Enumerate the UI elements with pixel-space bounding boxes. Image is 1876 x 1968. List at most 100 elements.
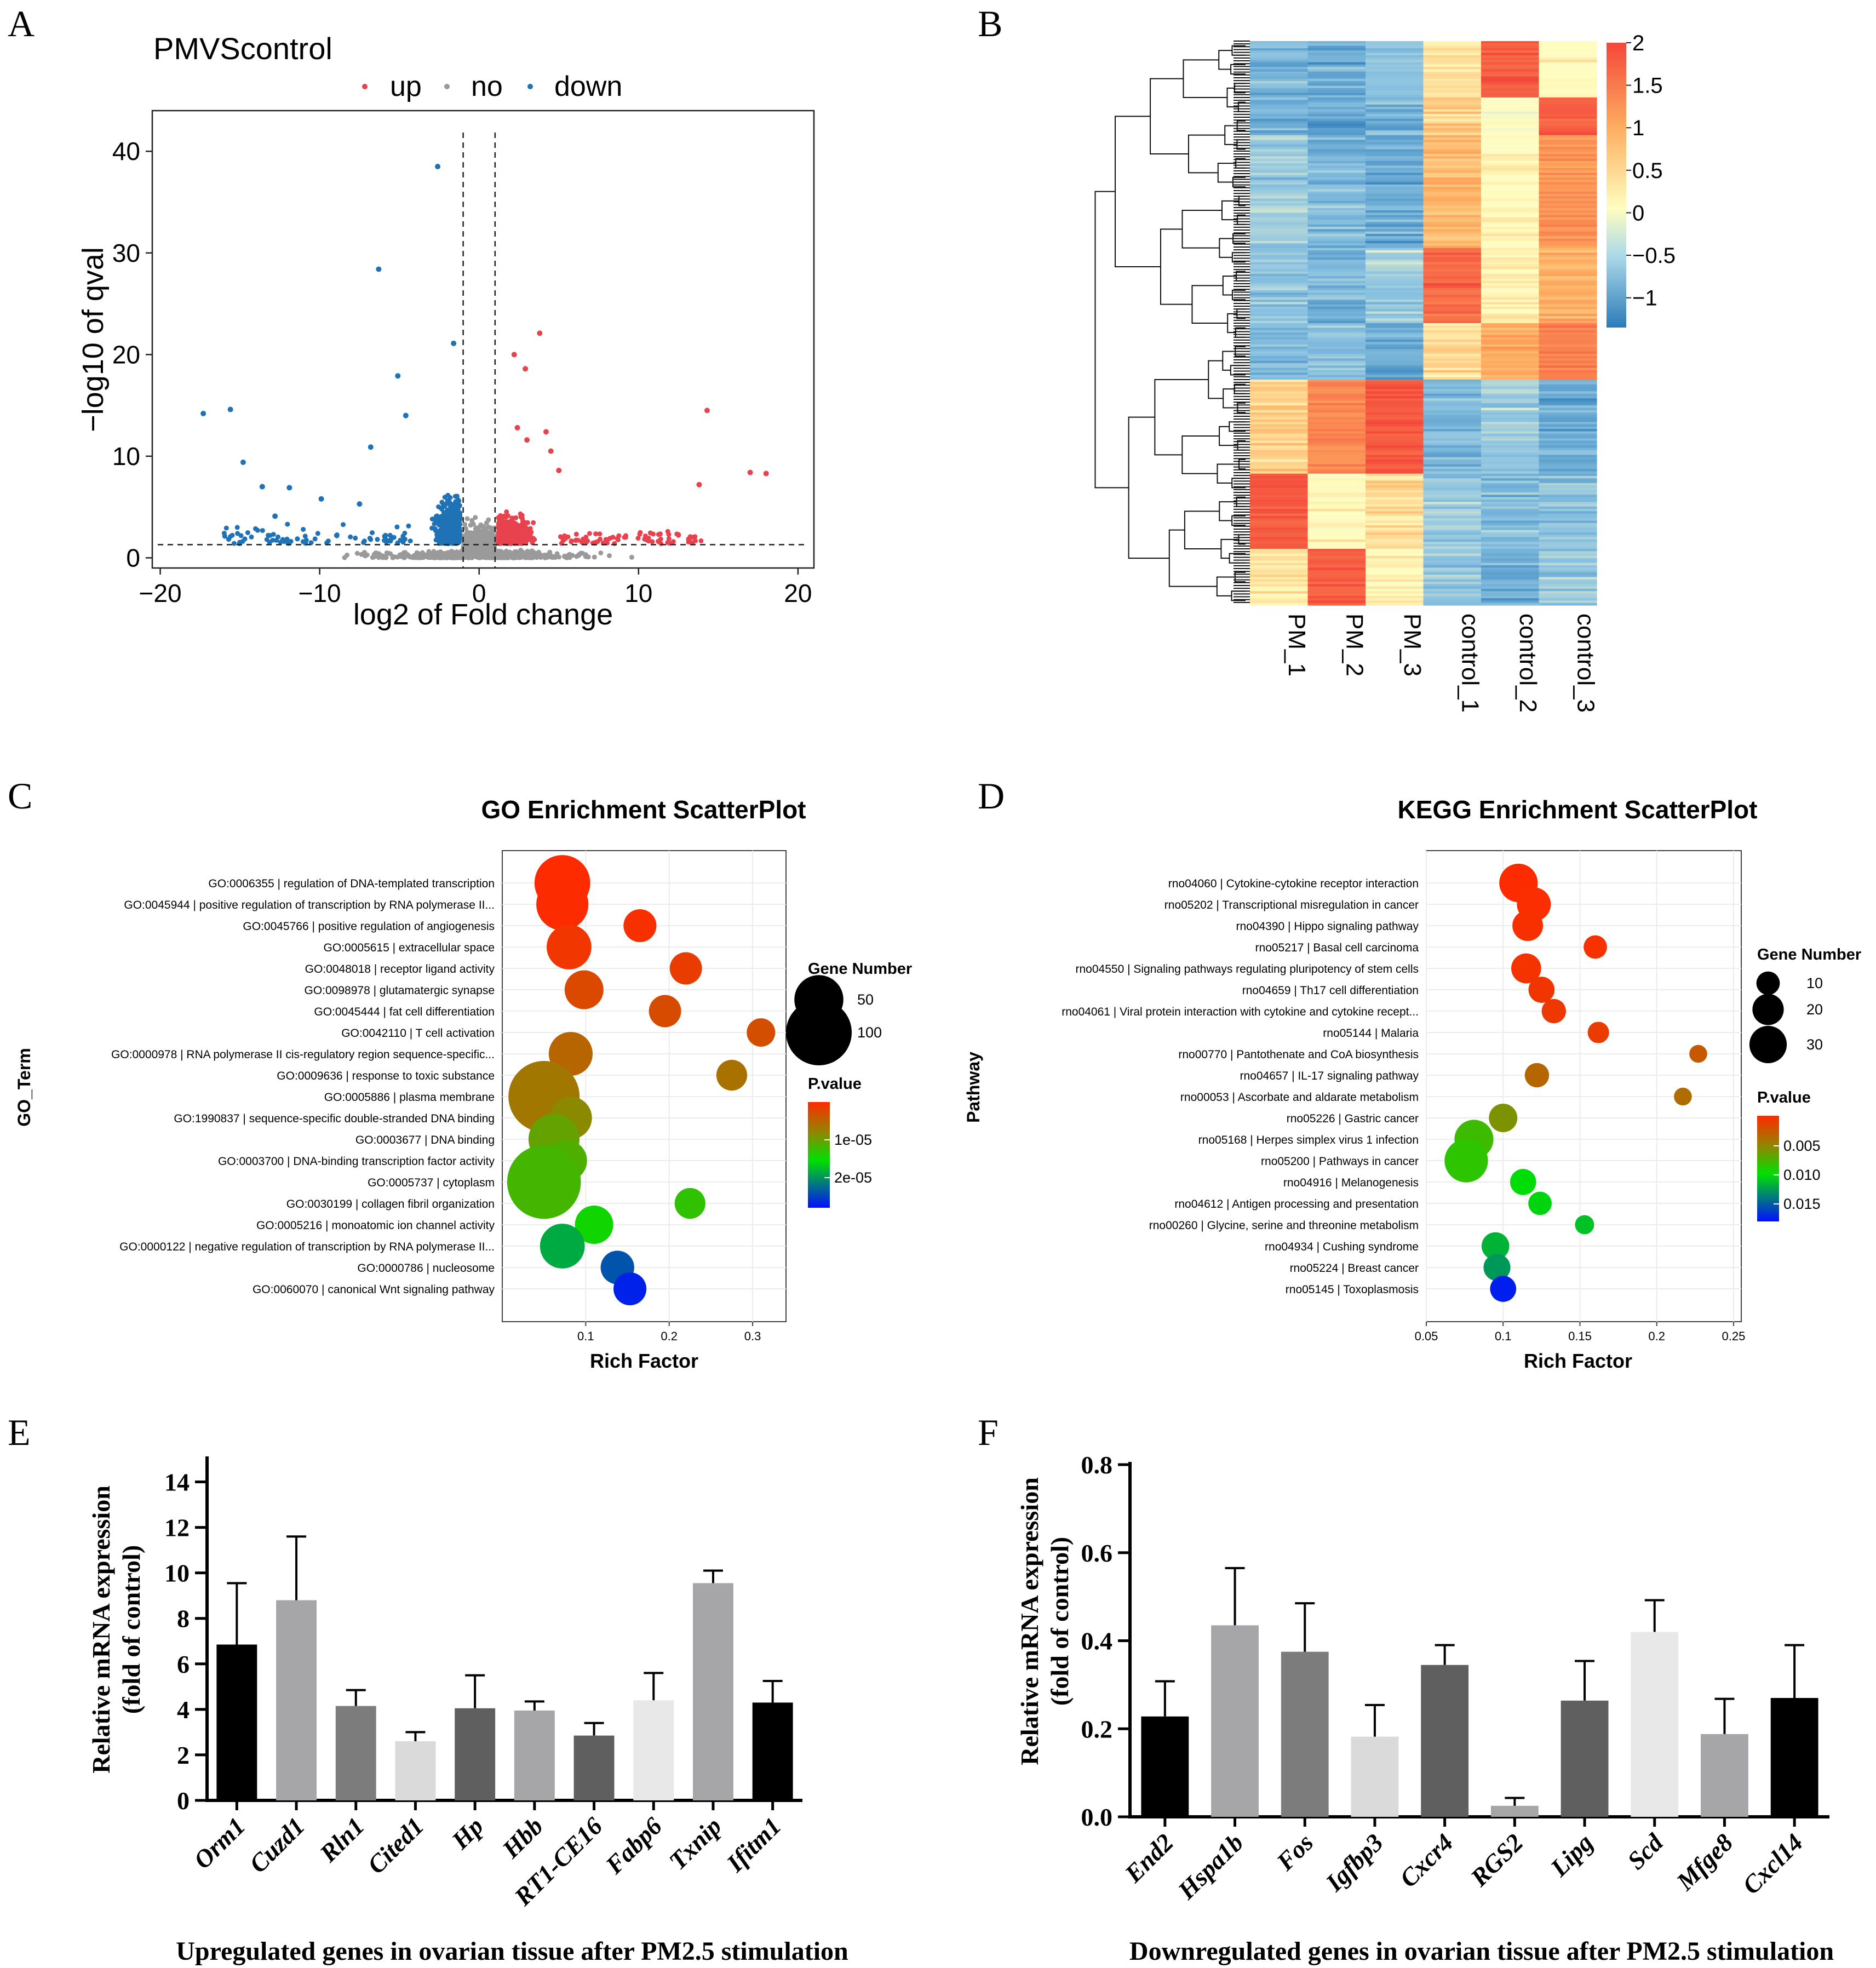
volcano-point-up <box>622 535 627 540</box>
heatmap-cell <box>1307 262 1366 265</box>
heatmap-cell <box>1250 196 1309 199</box>
heatmap-cell <box>1481 471 1540 474</box>
heatmap-cell <box>1307 497 1366 500</box>
volcano-point-down <box>303 540 308 544</box>
heatmap-cell <box>1250 280 1309 284</box>
heatmap-cell <box>1539 41 1597 44</box>
term-label: rno05217 | Basal cell carcinoma <box>1255 942 1419 954</box>
heatmap-cell <box>1539 151 1597 154</box>
heatmap-cell <box>1307 353 1366 357</box>
colorbar-tick-label: 0.5 <box>1632 159 1663 183</box>
heatmap-cell <box>1250 424 1309 427</box>
heatmap-cell <box>1366 154 1424 157</box>
heatmap-cell <box>1539 180 1597 183</box>
heatmap-cell <box>1539 332 1597 336</box>
heatmap-cell <box>1539 102 1597 105</box>
heatmap-cell <box>1539 499 1597 502</box>
heatmap-cell <box>1539 542 1597 545</box>
heatmap-cell <box>1307 452 1366 455</box>
heatmap-cell <box>1366 340 1424 342</box>
heatmap-cell <box>1307 231 1366 234</box>
heatmap-cell <box>1481 537 1540 540</box>
heatmap-cell <box>1250 504 1309 507</box>
colorbar-tick-label: −1 <box>1632 286 1657 311</box>
heatmap-cell <box>1539 217 1597 220</box>
volcano-xlabel: log2 of Fold change <box>353 598 613 631</box>
heatmap-cell <box>1250 440 1309 444</box>
term-label: rno05145 | Toxoplasmosis <box>1286 1283 1419 1296</box>
size-legend-label: 30 <box>1806 1036 1823 1053</box>
bar <box>455 1708 496 1800</box>
heatmap-cell <box>1423 278 1482 282</box>
heatmap-cell <box>1539 422 1597 425</box>
go-x-ticks: 0.1 0.2 0.3 <box>577 1322 761 1343</box>
heatmap-cell <box>1423 342 1482 345</box>
heatmap-cell <box>1539 445 1597 449</box>
heatmap-cell <box>1539 553 1597 556</box>
heatmap-cell <box>1539 523 1597 526</box>
enrichment-point <box>1489 1104 1518 1132</box>
heatmap-cell <box>1481 58 1540 60</box>
volcano-point-down <box>253 526 258 531</box>
heatmap-cell <box>1250 363 1309 366</box>
volcano-point-up <box>522 520 527 525</box>
category-label: Lipg <box>1545 1828 1598 1882</box>
volcano-point-no <box>557 554 561 560</box>
heatmap-cell <box>1307 340 1366 342</box>
heatmap-cell <box>1250 351 1309 354</box>
heatmap-cell <box>1423 170 1482 173</box>
bar <box>1281 1651 1329 1817</box>
heatmap-cell <box>1481 469 1540 472</box>
heatmap-cell <box>1423 255 1482 258</box>
heatmap-cell <box>1366 269 1424 272</box>
heatmap-cell <box>1366 168 1424 171</box>
heatmap-dendrogram <box>1094 41 1250 603</box>
heatmap-cell <box>1423 549 1482 552</box>
heatmap-cell <box>1539 577 1597 580</box>
heatmap-cell <box>1539 382 1597 385</box>
term-label: rno04916 | Melanogenesis <box>1283 1177 1419 1189</box>
heatmap-cell <box>1423 391 1482 394</box>
heatmap-cell <box>1250 344 1309 347</box>
volcano-point-up <box>510 515 515 521</box>
heatmap-cell <box>1423 419 1482 422</box>
heatmap-cell <box>1250 325 1309 329</box>
heatmap-cell <box>1250 384 1309 387</box>
category-label: Mfge8 <box>1671 1828 1738 1896</box>
volcano-point-down <box>375 537 380 542</box>
heatmap-cell <box>1250 78 1309 82</box>
heatmap-cell <box>1307 295 1366 298</box>
heatmap-cell <box>1423 380 1482 382</box>
heatmap-cell <box>1423 276 1482 279</box>
heatmap-cell <box>1366 520 1424 524</box>
heatmap-cell <box>1539 156 1597 159</box>
heatmap-cell <box>1539 257 1597 260</box>
heatmap-cell <box>1481 495 1540 498</box>
term-label: rno04550 | Signaling pathways regulating… <box>1076 963 1419 976</box>
volcano-point-no <box>474 525 479 531</box>
heatmap-cell <box>1423 231 1482 234</box>
heatmap-cell <box>1250 69 1309 72</box>
heatmap-cell <box>1250 471 1309 474</box>
enrichment-point <box>649 995 681 1028</box>
panel-label-a: A <box>8 3 35 44</box>
heatmap-cell <box>1539 459 1597 462</box>
heatmap-cell <box>1366 229 1424 232</box>
heatmap-cell <box>1539 58 1597 60</box>
heatmap-cell <box>1366 182 1424 185</box>
heatmap-cell <box>1539 269 1597 272</box>
kegg-color-legend-bar <box>1757 1116 1779 1221</box>
heatmap-cell <box>1481 184 1540 187</box>
heatmap-cell <box>1250 158 1309 162</box>
volcano-point-no <box>426 549 432 554</box>
heatmap-cell <box>1307 271 1366 274</box>
category-label: Ifitm1 <box>721 1812 787 1878</box>
volcano-point-no <box>484 554 490 560</box>
volcano-point-up <box>565 534 571 540</box>
heatmap-cell <box>1481 408 1540 411</box>
heatmap-cell <box>1307 582 1366 584</box>
heatmap-cell <box>1366 125 1424 129</box>
heatmap-cell <box>1366 515 1424 519</box>
heatmap-cell <box>1481 344 1540 347</box>
